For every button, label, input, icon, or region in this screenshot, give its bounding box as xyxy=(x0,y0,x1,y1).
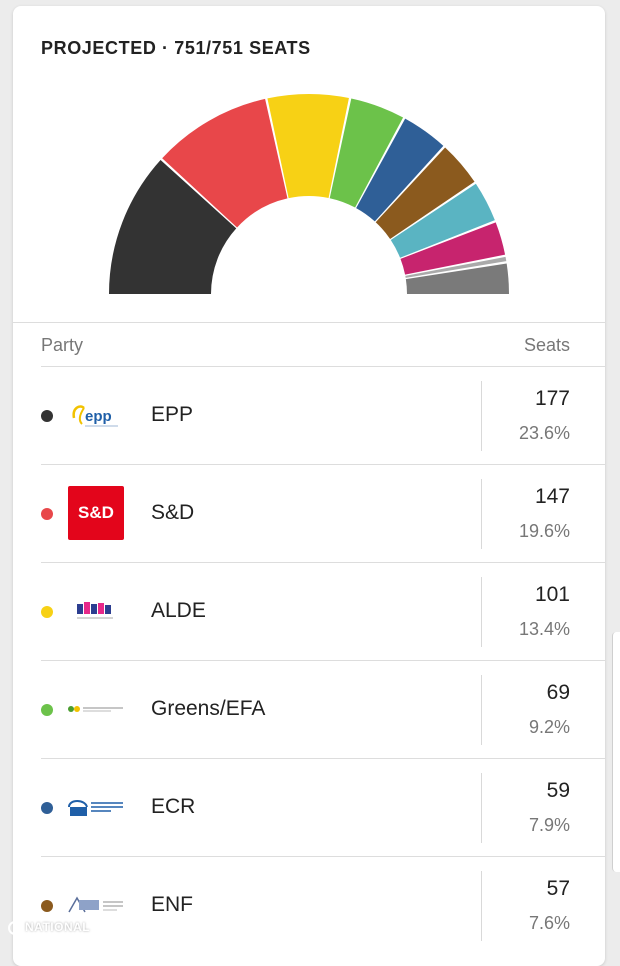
seat-percentage: 13.4% xyxy=(518,619,570,639)
seat-arc-group-5[interactable] xyxy=(356,118,444,222)
scrollbar-thumb[interactable] xyxy=(612,632,620,872)
sd-logo-text: S&D xyxy=(68,486,124,540)
column-divider xyxy=(481,381,482,451)
party-row-greens-efa[interactable]: Greens/EFA 69 9.2% xyxy=(41,660,605,759)
seat-count: 69 xyxy=(546,681,570,704)
seat-count: 147 xyxy=(534,485,570,508)
party-name: EPP xyxy=(151,403,194,426)
seat-percentage: 7.9% xyxy=(528,815,570,835)
seat-arc-group-8[interactable] xyxy=(400,222,506,275)
party-color-dot xyxy=(41,606,53,618)
party-row-ecr[interactable]: ECR 59 7.9% xyxy=(41,758,605,857)
seat-count: 57 xyxy=(546,877,570,900)
column-divider xyxy=(481,479,482,549)
watermark: NATIONAL xyxy=(8,920,90,935)
seat-arc-group-10[interactable] xyxy=(405,263,509,294)
alde-logo-icon xyxy=(67,583,125,639)
party-color-dot xyxy=(41,900,53,912)
party-name: ALDE xyxy=(151,599,206,622)
party-row-alde[interactable]: ALDE 101 13.4% xyxy=(41,562,605,661)
column-divider xyxy=(481,773,482,843)
watermark-text: NATIONAL xyxy=(25,920,91,934)
ecr-logo-icon xyxy=(67,779,125,835)
seat-percentage: 19.6% xyxy=(518,521,570,541)
seat-percentage: 7.6% xyxy=(528,913,570,933)
parliament-hemicycle-chart xyxy=(109,94,509,294)
results-card: PROJECTED · 751/751 SEATS Party Seats ep… xyxy=(13,6,605,966)
chart-title: PROJECTED · 751/751 SEATS xyxy=(41,38,311,58)
seat-arc-alde[interactable] xyxy=(267,94,349,199)
party-name: Greens/EFA xyxy=(151,697,266,720)
column-divider xyxy=(481,675,482,745)
seat-count: 59 xyxy=(546,779,570,802)
table-header: Party Seats xyxy=(13,322,605,367)
column-divider xyxy=(481,577,482,647)
column-divider xyxy=(481,871,482,941)
party-name: ECR xyxy=(151,795,196,818)
seat-arc-greens-efa[interactable] xyxy=(329,98,404,208)
svg-text:epp: epp xyxy=(85,408,112,425)
greens-logo-icon xyxy=(67,681,125,737)
party-color-dot xyxy=(41,704,53,716)
seat-arc-group-7[interactable] xyxy=(390,183,495,258)
party-column-header: Party xyxy=(41,335,84,355)
seat-arc-group-9[interactable] xyxy=(405,256,507,278)
party-color-dot xyxy=(41,802,53,814)
seat-percentage: 23.6% xyxy=(518,423,570,443)
party-color-dot xyxy=(41,508,53,520)
seat-arc-group-6[interactable] xyxy=(375,147,475,240)
seat-count: 101 xyxy=(534,583,570,606)
sd-logo-icon: S&D xyxy=(67,485,125,541)
seats-column-header: Seats xyxy=(523,335,570,355)
enf-logo-icon xyxy=(67,877,125,933)
party-row-sd[interactable]: S&D S&D 147 19.6% xyxy=(41,464,605,563)
party-row-epp[interactable]: epp EPP 177 23.6% xyxy=(41,366,605,465)
party-name: S&D xyxy=(151,501,195,524)
seat-count: 177 xyxy=(534,387,570,410)
party-row-enf[interactable]: ENF 57 7.6% xyxy=(41,856,605,955)
seat-arc-s-d[interactable] xyxy=(162,98,288,228)
watermark-logo-icon xyxy=(8,920,22,935)
party-name: ENF xyxy=(151,893,193,916)
epp-logo-icon: epp xyxy=(67,387,125,443)
seat-percentage: 9.2% xyxy=(528,717,570,737)
seat-arc-epp[interactable] xyxy=(109,159,237,294)
party-color-dot xyxy=(41,410,53,422)
